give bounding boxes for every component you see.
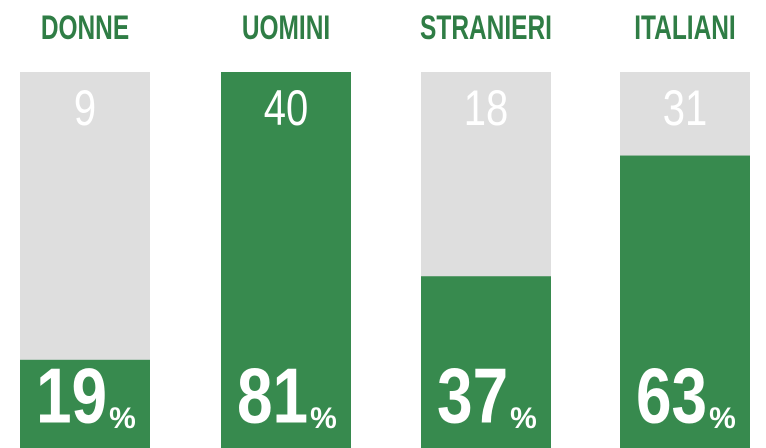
- percent-unit: %: [109, 402, 136, 435]
- count-label: 40: [264, 80, 308, 136]
- bar: [421, 276, 551, 448]
- percent-unit: %: [510, 402, 537, 435]
- percent-unit: %: [709, 402, 736, 435]
- percent-label: 19: [36, 353, 107, 440]
- category-label: DONNE: [41, 9, 129, 47]
- percent-label: 63: [636, 353, 707, 440]
- bar: [221, 72, 351, 448]
- percent-unit: %: [310, 402, 337, 435]
- category-label: STRANIERI: [420, 9, 552, 47]
- bar: [620, 155, 750, 448]
- bar: [20, 359, 150, 448]
- count-label: 18: [464, 80, 508, 136]
- percent-label: 37: [437, 353, 508, 440]
- count-label: 9: [74, 80, 96, 136]
- category-label: UOMINI: [242, 9, 330, 47]
- percent-label: 81: [237, 353, 308, 440]
- category-label: ITALIANI: [634, 9, 735, 47]
- count-label: 31: [663, 80, 707, 136]
